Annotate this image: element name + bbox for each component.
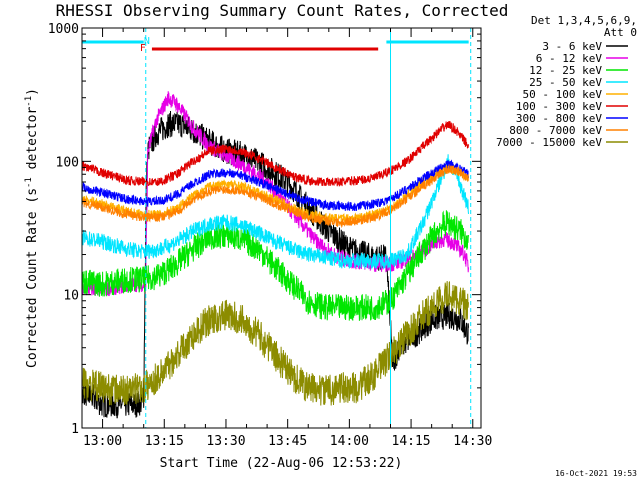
flag-layer: NF — [82, 28, 472, 428]
y-tick-label: 100 — [56, 155, 79, 170]
series-line-7 — [81, 164, 469, 229]
x-tick-label: 14:30 — [453, 434, 492, 449]
axis-layer: 13:00 13:15 13:30 13:45 14:00 14:15 14:30 1 10 10… — [48, 22, 493, 449]
legend-label-3: 25 - 50 keV — [529, 76, 602, 89]
y-tick-label: 10 — [63, 289, 79, 304]
y-axis-label-mid: detector — [25, 107, 40, 178]
legend-label-5: 100 - 300 keV — [516, 100, 602, 113]
x-tick-label: 13:15 — [145, 434, 184, 449]
series-line-5 — [81, 120, 469, 187]
y-tick-label: 1000 — [48, 22, 79, 37]
x-tick-label: 14:15 — [392, 434, 431, 449]
flare-flag-label: F — [140, 43, 146, 54]
x-axis-label: Start Time (22-Aug-06 12:53:22) — [160, 456, 403, 471]
legend-header-attenuator: Att 0 — [604, 26, 637, 39]
legend-label-0: 3 - 6 keV — [542, 40, 602, 53]
x-tick-label: 14:00 — [330, 434, 369, 449]
y-axis-label-end: ) — [25, 88, 40, 96]
legend-label-6: 300 - 800 keV — [516, 112, 602, 125]
timestamp: 16-Oct-2021 19:53 — [555, 469, 637, 478]
legend-label-2: 12 - 25 keV — [529, 64, 602, 77]
y-axis-label-sup1: -1 — [24, 177, 34, 188]
y-axis-label: Corrected Count Rate (s-1 detector-1) — [24, 88, 40, 368]
series-line-2 — [81, 210, 469, 321]
x-tick-label: 13:00 — [83, 434, 122, 449]
series-line-6 — [81, 159, 469, 212]
y-tick-label: 1 — [71, 422, 79, 437]
x-tick-label: 13:30 — [206, 434, 245, 449]
legend-label-4: 50 - 100 keV — [523, 88, 603, 101]
series-layer — [81, 91, 469, 419]
chart-title: RHESSI Observing Summary Count Rates, Co… — [56, 1, 509, 20]
night-flag-label: N — [144, 36, 150, 47]
plot-frame — [81, 27, 482, 429]
legend-label-7: 800 - 7000 keV — [509, 124, 602, 137]
y-axis-label-main: Corrected Count Rate (s — [25, 188, 40, 368]
series-line-3 — [81, 154, 469, 270]
legend-label-1: 6 - 12 keV — [536, 52, 603, 65]
y-axis-label-sup2: -1 — [24, 96, 34, 107]
legend-header-detectors: Det 1,3,4,5,6,9, — [531, 14, 637, 27]
series-line-8 — [81, 280, 469, 406]
legend-label-8: 7000 - 15000 keV — [496, 136, 602, 149]
x-tick-label: 13:45 — [268, 434, 307, 449]
